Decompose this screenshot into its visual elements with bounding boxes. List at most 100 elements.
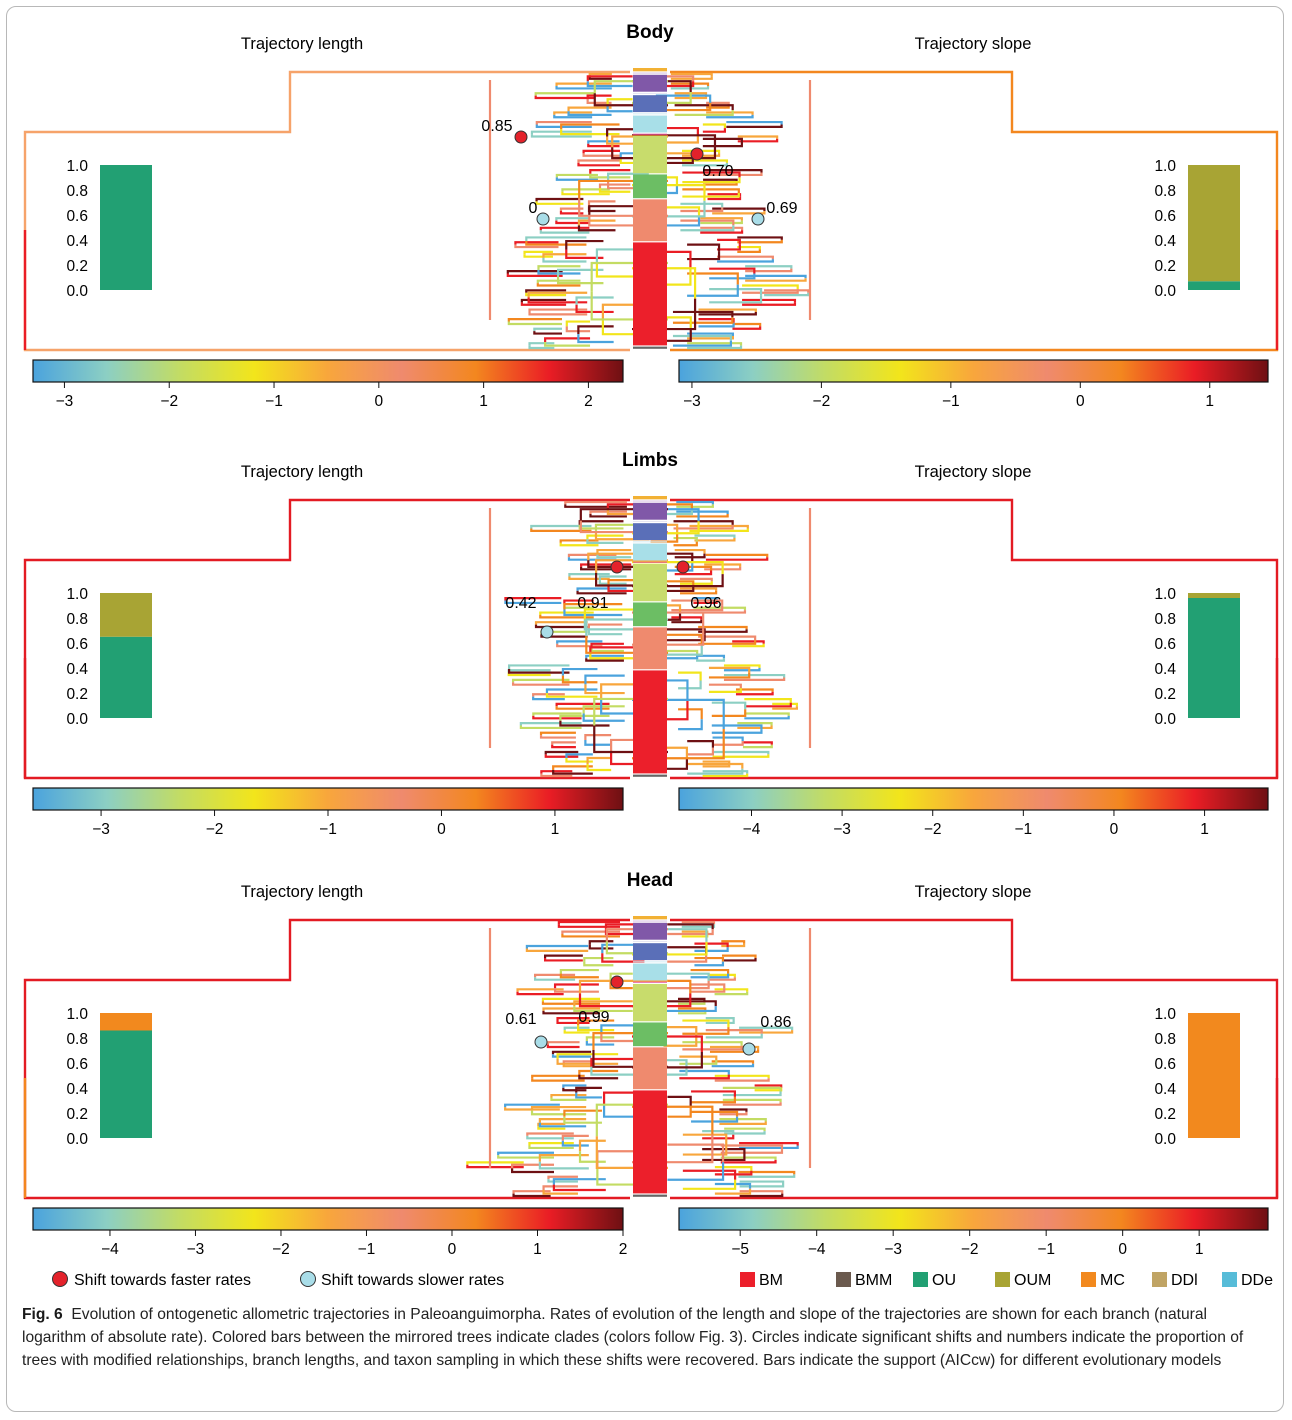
tree-branch xyxy=(555,82,612,87)
tree-branch xyxy=(712,750,770,755)
tree-branch xyxy=(665,634,706,642)
tree-branch xyxy=(705,553,769,558)
caption-text: Evolution of ontogenetic allometric traj… xyxy=(22,1306,1244,1369)
tree-branch xyxy=(587,140,620,144)
tree-branch xyxy=(680,207,724,213)
tree-branch xyxy=(530,134,592,138)
tree-branch xyxy=(530,130,592,135)
tree-branch xyxy=(547,1179,578,1183)
colorbar-tick-label: −4 xyxy=(101,1241,119,1258)
tree-branch xyxy=(507,318,562,322)
tree-branch xyxy=(585,658,624,662)
support-segment-ou xyxy=(1188,281,1240,290)
tree-branch xyxy=(720,1144,784,1150)
tree-branch xyxy=(714,1182,752,1189)
tree-branch xyxy=(540,770,573,774)
tree-root-branch-left xyxy=(23,498,630,780)
tree-branch xyxy=(666,158,694,165)
tree-right xyxy=(488,72,668,350)
tree-branch xyxy=(583,619,647,631)
tree-branch xyxy=(667,954,708,963)
tree-branch xyxy=(676,510,729,515)
tree-branch xyxy=(737,236,783,240)
tree-branch xyxy=(556,276,604,285)
tree-branch xyxy=(559,542,599,547)
tree-branch xyxy=(667,1143,725,1163)
legend-model-swatch-ddl xyxy=(1152,1272,1167,1287)
tree-branch xyxy=(680,202,724,208)
tree-branch xyxy=(526,1132,574,1136)
support-segment-ou xyxy=(1188,598,1240,718)
clade-block xyxy=(633,981,667,983)
colorbar-left: −4 −3 −2 −1 0 1 2 xyxy=(32,1207,628,1258)
legend-faster-marker xyxy=(52,1271,68,1287)
tree-branch xyxy=(711,1060,755,1064)
clade-block xyxy=(633,561,667,563)
tree-branch xyxy=(737,239,783,244)
tree-branch xyxy=(702,1148,746,1155)
support-tick-label: 1.0 xyxy=(1154,586,1176,603)
tree-branch xyxy=(519,725,582,730)
tree-branch xyxy=(679,1069,730,1075)
tree-branch xyxy=(552,1178,606,1185)
colorbar-tick-label: 2 xyxy=(619,1241,628,1258)
tree-branch xyxy=(663,1036,698,1047)
tree-branch xyxy=(559,720,610,727)
tree-branch xyxy=(575,1086,602,1093)
tree-branch xyxy=(719,1121,767,1125)
tree-branch xyxy=(559,968,599,974)
shift-label: 0.85 xyxy=(481,118,512,135)
legend-model-label: DDl xyxy=(1171,1272,1198,1289)
left-trait-label: Trajectory length xyxy=(241,463,363,481)
tree-branch xyxy=(578,520,624,525)
tree-branch xyxy=(587,629,623,636)
shift-marker-faster xyxy=(610,975,624,989)
colorbar-right: −4 −3 −2 −1 0 1 xyxy=(678,787,1269,838)
colorbar-tick-label: −3 xyxy=(683,393,701,410)
tree-branch xyxy=(737,249,761,253)
support-tick-label: 0.2 xyxy=(66,258,88,275)
support-tick-label: 0.6 xyxy=(1154,208,1176,225)
tree-branch xyxy=(702,137,743,143)
tree-branch xyxy=(504,1107,560,1111)
tree-branch xyxy=(466,1164,524,1169)
legend-model-swatch-mc xyxy=(1081,1272,1096,1287)
clade-block xyxy=(633,563,667,602)
tree-branch xyxy=(720,1159,777,1164)
colorbar-tick-label: 0 xyxy=(1110,821,1119,838)
clade-block xyxy=(633,72,667,74)
tree-branch xyxy=(582,149,621,154)
tree-branch xyxy=(577,159,621,163)
tree-branch xyxy=(542,257,587,263)
tree-branch xyxy=(525,289,567,293)
support-tick-label: 0.8 xyxy=(66,183,88,200)
tree-branch xyxy=(586,75,633,82)
support-tick-label: 1.0 xyxy=(1154,158,1176,175)
tree-branch xyxy=(561,1134,589,1141)
tree-branch xyxy=(674,110,734,116)
tree-branch xyxy=(656,1000,717,1007)
tree-branch xyxy=(681,159,729,163)
clade-block xyxy=(633,523,667,541)
tree-branch xyxy=(745,274,807,279)
tree-branch xyxy=(596,548,632,554)
tree-branch xyxy=(538,1161,589,1170)
panel-title: Limbs xyxy=(622,450,678,471)
clade-block xyxy=(633,113,667,115)
tree-branch xyxy=(556,1017,590,1021)
support-segment-ou xyxy=(100,165,152,290)
tree-branch xyxy=(553,111,593,115)
tree-branch xyxy=(537,1122,566,1127)
right-trait-label: Trajectory slope xyxy=(915,35,1032,53)
tree-branch xyxy=(586,539,624,544)
legend-model-swatch-ou xyxy=(913,1272,928,1287)
tree-branch xyxy=(673,541,698,547)
tree-branch xyxy=(720,1149,784,1154)
tree-branch xyxy=(764,292,810,297)
tree-branch xyxy=(656,980,710,990)
support-tick-label: 0.6 xyxy=(1154,1056,1176,1073)
tree-branch xyxy=(655,81,695,88)
tree-branch xyxy=(663,1026,698,1037)
tree-branch xyxy=(671,599,724,606)
tree-branch xyxy=(506,269,563,274)
